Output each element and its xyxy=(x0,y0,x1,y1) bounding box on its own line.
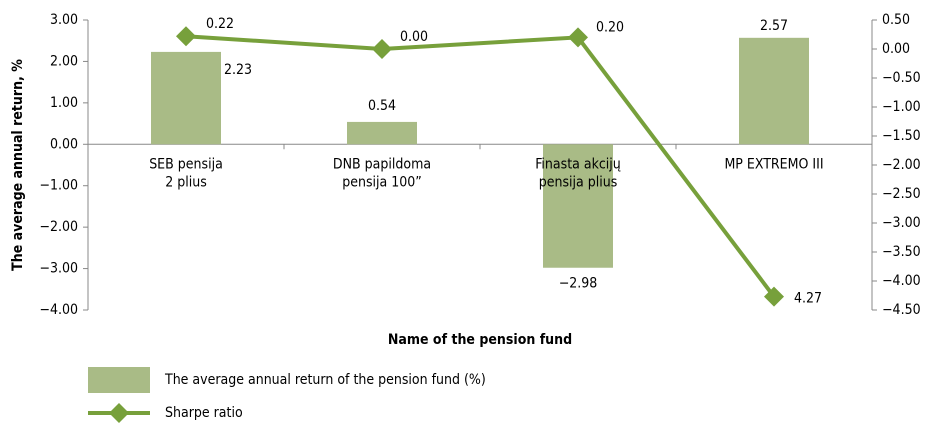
bar xyxy=(739,37,809,145)
y2-tick-label: −1.00 xyxy=(882,99,921,115)
line-value-label: 0.22 xyxy=(206,16,234,32)
y-tick-label: 0.00 xyxy=(50,136,78,152)
y2-tick-label: −3.50 xyxy=(882,244,921,260)
bar-value-label: 2.23 xyxy=(224,62,252,78)
marker xyxy=(372,39,392,59)
bar xyxy=(347,121,417,145)
y2-tick-label: 0.50 xyxy=(882,12,910,28)
x-tick-label: DNB papildoma pensija 100” xyxy=(333,156,431,190)
y-tick-label: 2.00 xyxy=(50,53,78,69)
bar-value-label: 0.54 xyxy=(368,98,396,114)
marker xyxy=(764,286,784,307)
line xyxy=(185,34,776,298)
x-tick-label: Finasta akcijų pensija plius xyxy=(535,156,621,190)
line-value-label: 0.00 xyxy=(400,29,428,45)
y2-tick-label: 0.00 xyxy=(882,41,910,57)
y-tick-label: 3.00 xyxy=(50,12,78,28)
y2-tick-label: −2.00 xyxy=(882,157,921,173)
x-axis-title: Name of the pension fund xyxy=(388,332,572,348)
y2-tick-label: −2.50 xyxy=(882,186,921,202)
y2-tick-label: −1.50 xyxy=(882,128,921,144)
y-tick-label: −2.00 xyxy=(39,219,78,235)
line-value-label: 0.20 xyxy=(596,19,624,35)
marker xyxy=(568,27,588,48)
x-tick-label: SEB pensija 2 plius xyxy=(149,156,223,190)
legend-label: Sharpe ratio xyxy=(165,405,243,421)
bar xyxy=(151,51,221,145)
legend-label: The average annual return of the pension… xyxy=(164,372,486,388)
x-tick-label: MP EXTREMO III xyxy=(724,156,823,172)
y2-tick-label: −4.00 xyxy=(882,273,921,289)
bar-value-label: −2.98 xyxy=(559,276,598,292)
legend-swatch xyxy=(88,367,150,393)
y2-tick-label: −3.00 xyxy=(882,215,921,231)
y-axis-title: The average annual return, % xyxy=(10,59,26,271)
line-value-label: 4.27 xyxy=(794,291,822,307)
y-tick-label: −4.00 xyxy=(39,302,78,318)
y2-tick-label: −4.50 xyxy=(882,302,921,318)
y-tick-label: −3.00 xyxy=(39,261,78,277)
y-tick-label: 1.00 xyxy=(50,95,78,111)
y-tick-label: −1.00 xyxy=(39,178,78,194)
bar-value-label: 2.57 xyxy=(760,18,788,34)
marker xyxy=(176,26,196,47)
y2-tick-label: −0.50 xyxy=(882,70,921,86)
legend-marker xyxy=(109,403,129,423)
bar xyxy=(543,144,613,268)
